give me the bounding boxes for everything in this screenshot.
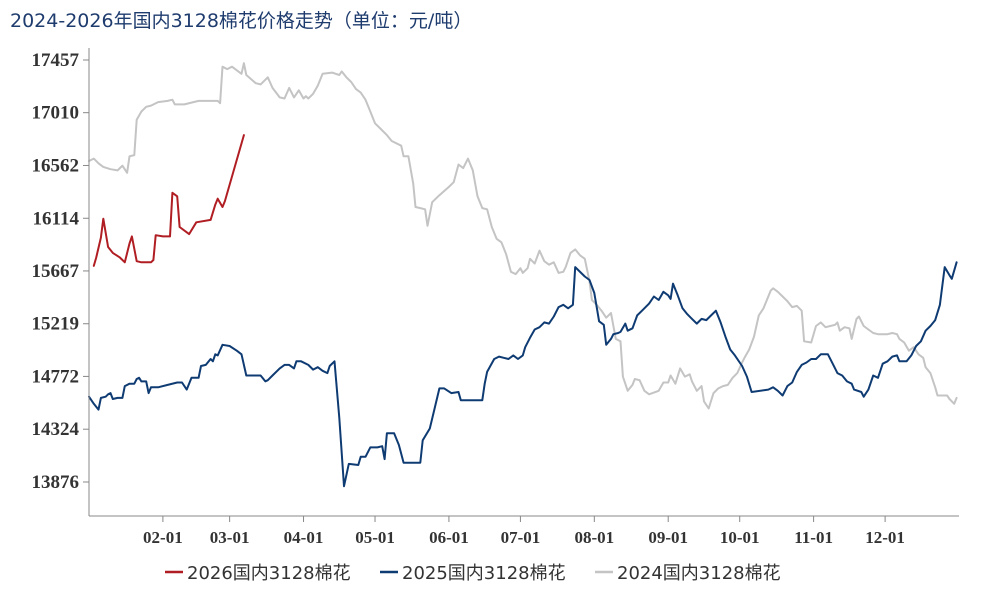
chart-title: 2024-2026年国内3128棉花价格走势（单位：元/吨）: [10, 10, 473, 32]
series-line-1: [88, 261, 958, 488]
plot-area: [88, 62, 958, 488]
axes: 17457 17010 16562 16114 15667 15219 14772 14324…: [32, 48, 959, 547]
legend-label-2: 2024国内3128棉花: [617, 563, 781, 584]
series-line-0: [92, 134, 245, 267]
y-tick-label: 15219: [32, 314, 80, 335]
x-tick-label: 08-01: [574, 528, 614, 547]
y-tick-label: 16114: [33, 208, 80, 229]
x-tick-label: 09-01: [648, 528, 688, 547]
x-tick-label: 03-01: [210, 528, 250, 547]
x-tick-label: 07-01: [501, 528, 541, 547]
x-tick-label: 11-01: [794, 528, 833, 547]
series-line-2: [88, 62, 958, 410]
y-tick-label: 15667: [32, 261, 80, 282]
x-tick-label: 04-01: [284, 528, 324, 547]
y-tick-label: 13876: [32, 472, 80, 493]
x-tick-label: 10-01: [720, 528, 760, 547]
legend: 2026国内3128棉花 2025国内3128棉花 2024国内3128棉花: [165, 563, 781, 584]
x-tick-label: 02-01: [143, 528, 183, 547]
legend-label-1: 2025国内3128棉花: [402, 563, 566, 584]
x-tick-label: 12-01: [865, 528, 905, 547]
legend-label-0: 2026国内3128棉花: [187, 563, 351, 584]
y-tick-label: 14324: [32, 419, 80, 440]
x-tick-label: 05-01: [355, 528, 395, 547]
x-tick-label: 06-01: [429, 528, 469, 547]
y-tick-label: 17010: [32, 103, 80, 124]
y-tick-label: 17457: [32, 50, 80, 71]
y-tick-label: 16562: [32, 155, 80, 176]
y-tick-label: 14772: [32, 366, 80, 387]
